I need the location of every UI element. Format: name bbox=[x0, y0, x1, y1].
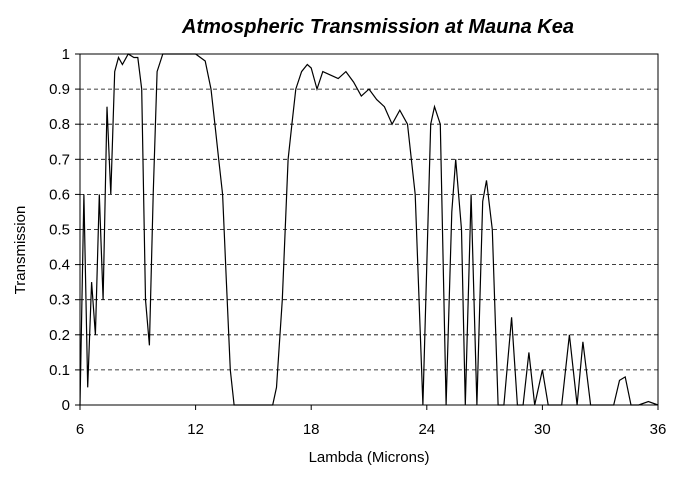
y-tick-label: 0.2 bbox=[49, 327, 70, 344]
y-tick-label: 0.8 bbox=[49, 116, 70, 133]
y-tick-label: 0 bbox=[62, 397, 70, 414]
x-tick-label: 6 bbox=[76, 421, 84, 438]
x-tick-label: 30 bbox=[534, 421, 551, 438]
x-axis-label: Lambda (Microns) bbox=[309, 449, 430, 466]
y-tick-label: 1 bbox=[62, 46, 70, 63]
y-tick-label: 0.7 bbox=[49, 151, 70, 168]
chart-title: Atmospheric Transmission at Mauna Kea bbox=[181, 16, 574, 38]
y-tick-label: 0.6 bbox=[49, 186, 70, 203]
x-tick-label: 24 bbox=[418, 421, 435, 438]
x-tick-label: 36 bbox=[650, 421, 667, 438]
y-tick-label: 0.1 bbox=[49, 362, 70, 379]
y-axis: 0 0.1 0.2 0.3 0.4 0.5 0.6 0.7 0.8 0.9 1 bbox=[49, 46, 80, 414]
series-group bbox=[79, 53, 659, 406]
y-tick-label: 0.5 bbox=[49, 222, 70, 239]
y-tick-label: 0.9 bbox=[49, 81, 70, 98]
y-axis-label: Transmission bbox=[12, 206, 29, 295]
x-axis: 6 12 18 24 30 36 bbox=[76, 405, 667, 438]
x-tick-label: 12 bbox=[187, 421, 204, 438]
series-line bbox=[79, 53, 659, 406]
y-tick-label: 0.4 bbox=[49, 257, 70, 274]
y-tick-label: 0.3 bbox=[49, 292, 70, 309]
x-tick-label: 18 bbox=[303, 421, 320, 438]
gridlines bbox=[80, 88, 658, 371]
